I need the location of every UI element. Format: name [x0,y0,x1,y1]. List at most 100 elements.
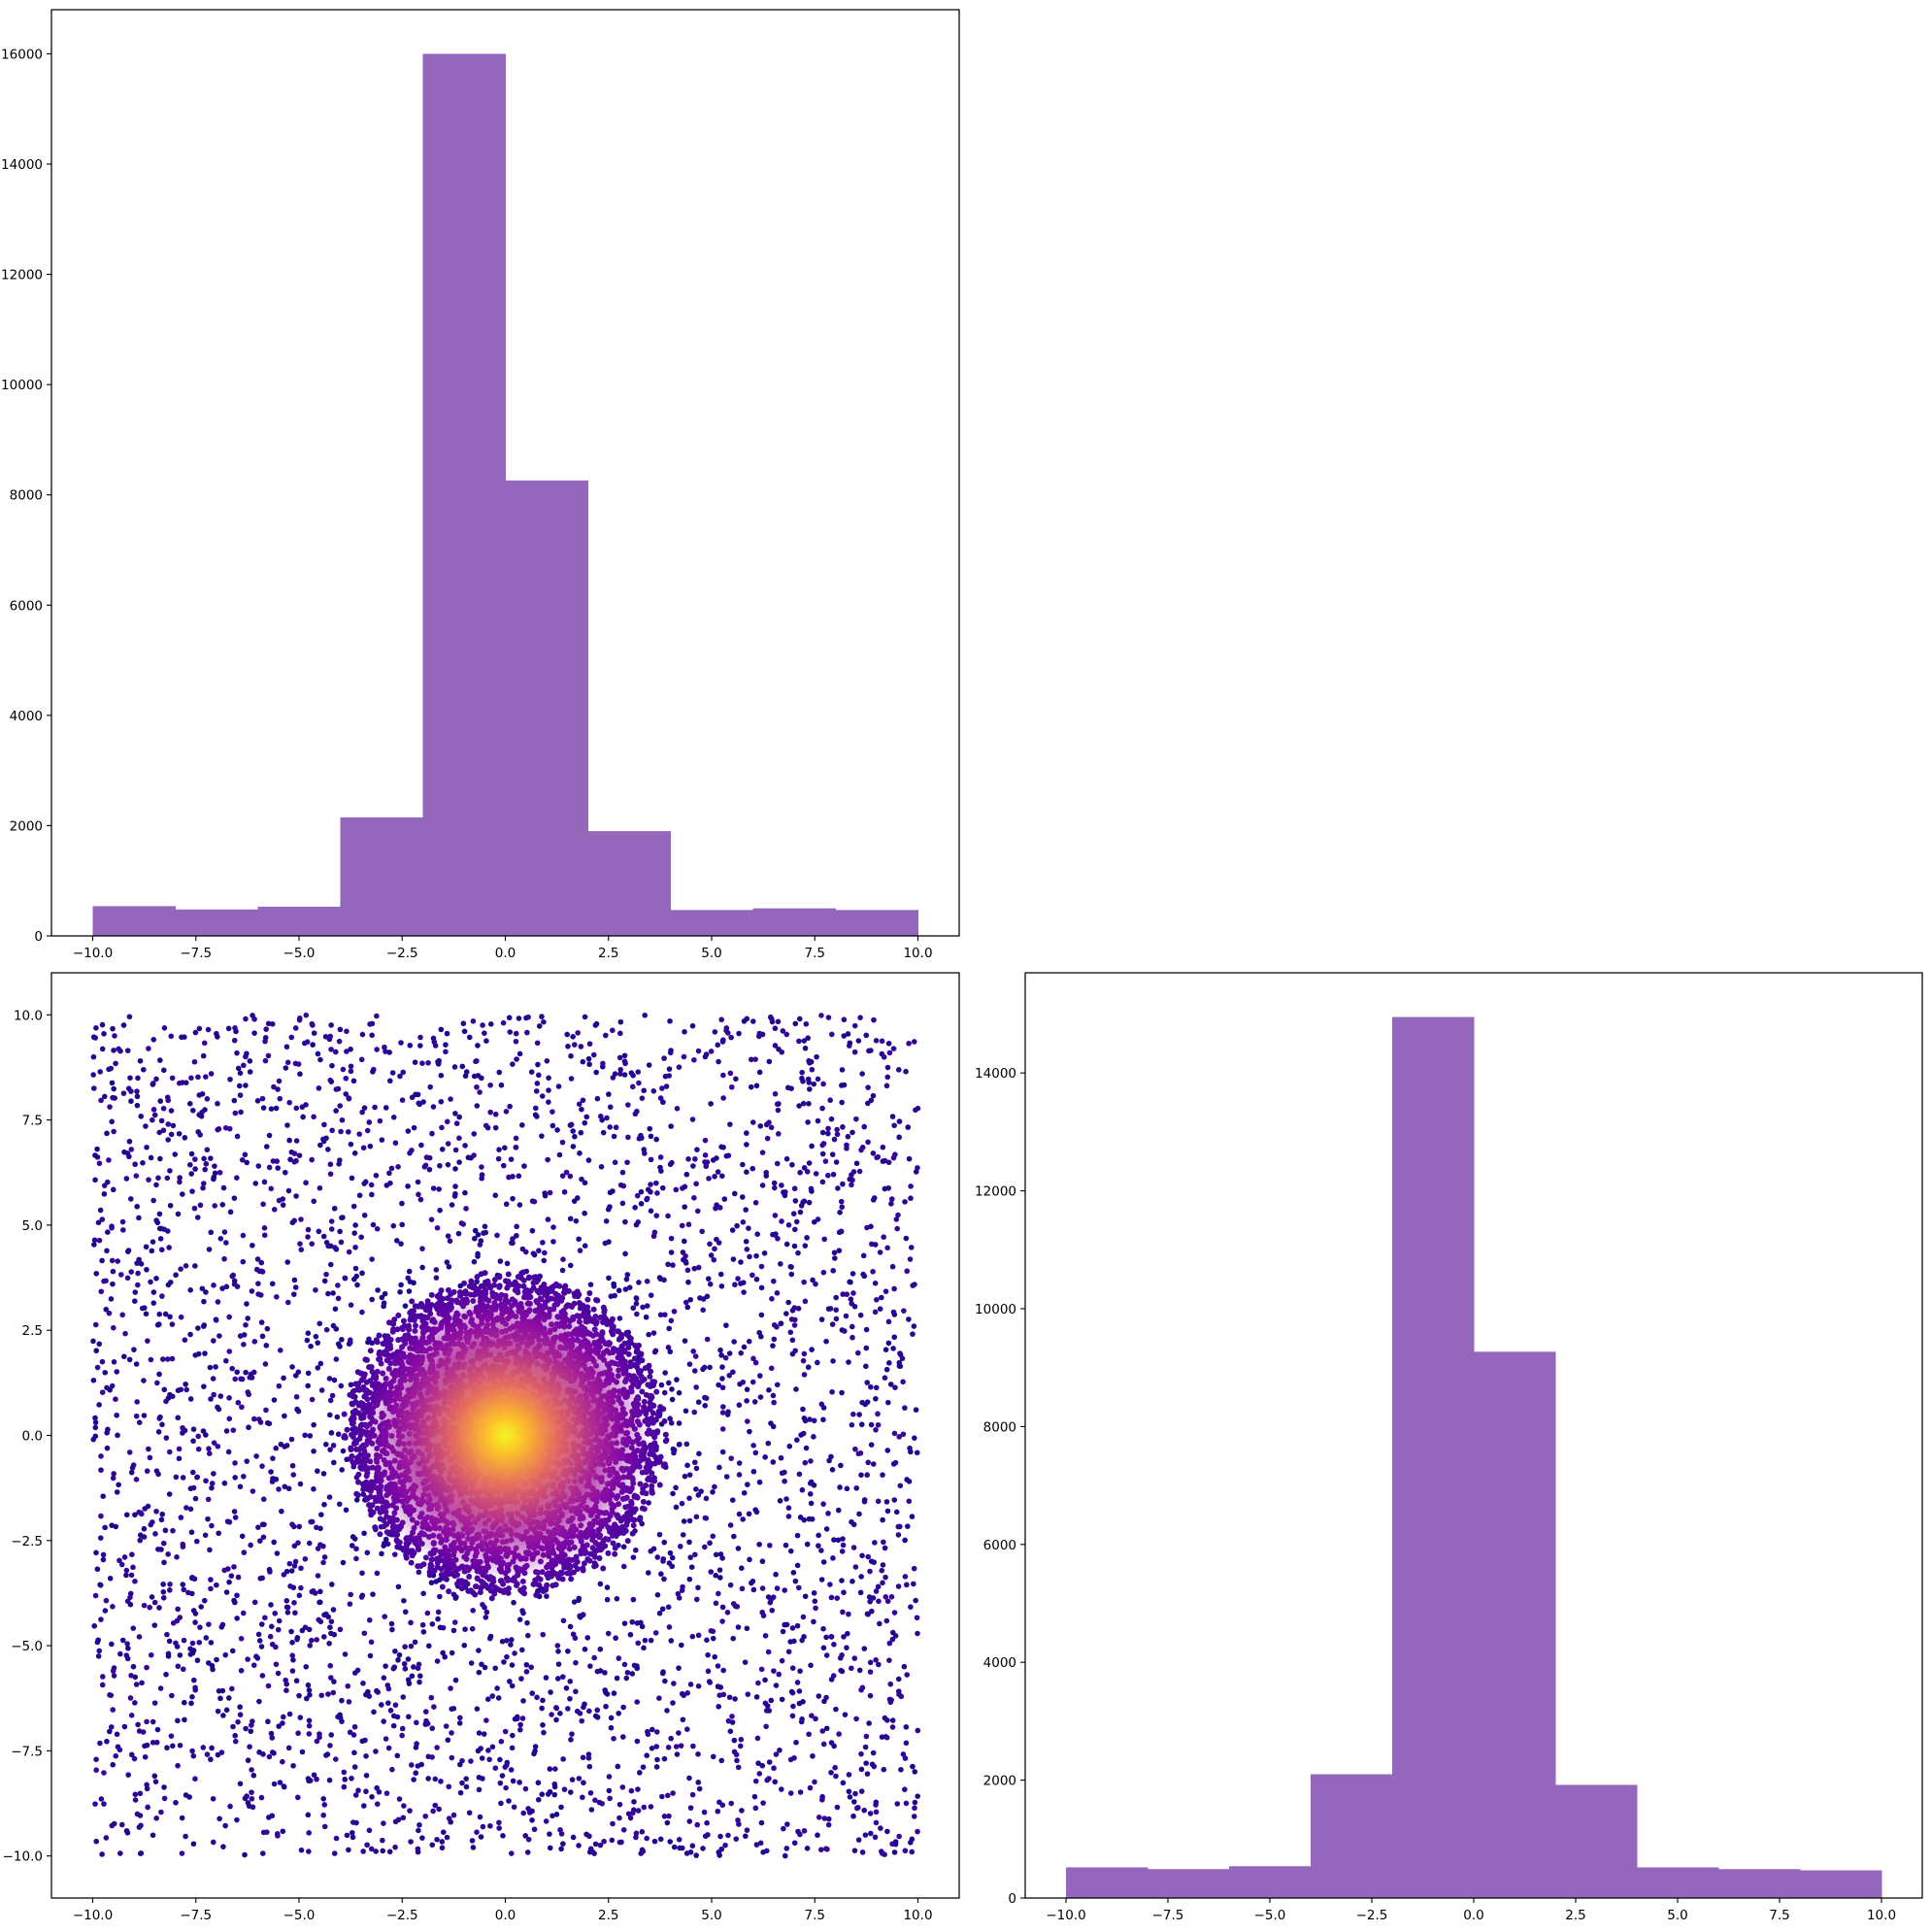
scatter-point [500,1019,507,1026]
scatter-point [363,1753,369,1759]
scatter-point [443,1049,449,1055]
scatter-point [247,1069,253,1075]
scatter-point [113,1060,118,1067]
scatter-point [90,1338,96,1345]
scatter-point [746,1225,751,1231]
scatter-point [135,1075,141,1082]
scatter-point [825,1172,831,1179]
scatter-point [244,1301,250,1307]
scatter-point [582,1701,587,1708]
scatter-point [389,1328,396,1335]
scatter-point [581,1780,586,1786]
scatter-point [444,1118,450,1125]
scatter-point [753,1694,760,1700]
scatter-point [686,1818,693,1824]
scatter-point [739,1194,746,1200]
scatter-point [456,1114,462,1120]
scatter-point [249,1789,254,1795]
scatter-point [678,1743,684,1749]
scatter-point [342,1651,349,1657]
scatter-point [169,1075,176,1082]
scatter-point [891,1497,898,1503]
scatter-point [864,1771,871,1777]
scatter-point [785,1514,792,1519]
scatter-point [127,1196,134,1202]
scatter-point [353,1546,359,1552]
scatter-point [516,1780,522,1785]
scatter-point [695,1751,701,1757]
scatter-point [486,1756,492,1763]
scatter-point [883,1083,890,1089]
scatter-point [149,1248,155,1254]
scatter-point [870,1092,877,1099]
scatter-point [868,1830,874,1837]
scatter-point [179,1815,185,1821]
scatter-point [315,1050,321,1057]
scatter-point [185,1589,191,1596]
scatter-point [327,1171,334,1178]
scatter-point [789,1161,795,1168]
scatter-point [533,1592,540,1599]
scatter-point [856,1511,862,1517]
scatter-point [338,1382,345,1389]
scatter-point [175,1717,181,1724]
scatter-point [352,1792,359,1798]
scatter-point [132,1289,139,1295]
scatter-point [702,1833,709,1840]
x-tick-label: −5.0 [283,946,316,961]
scatter-point [884,1828,890,1835]
scatter-point [662,1073,669,1080]
scatter-point [287,1156,293,1163]
scatter-point [489,1693,496,1699]
scatter-point [665,1261,671,1268]
scatter-point [104,1384,110,1391]
scatter-point [349,1175,355,1182]
scatter-point [733,1836,740,1842]
scatter-point [401,1597,407,1604]
scatter-point [117,1850,123,1856]
scatter-point [656,1482,663,1488]
scatter-point [891,1312,898,1317]
scatter-point [895,1212,901,1218]
scatter-point [775,1131,782,1137]
histogram-top-left: −10.0 −7.5 −5.0 −2.5 0.0 2.5 5.0 7.5 10.00200040… [1,9,960,961]
scatter-point [913,1407,919,1414]
scatter-point [132,1791,139,1798]
scatter-point [436,1806,442,1813]
scatter-point [624,1669,631,1676]
scatter-point [804,1846,811,1851]
scatter-point [828,1677,835,1682]
scatter-point [395,1164,401,1170]
scatter-point [796,1471,803,1478]
scatter-point [289,1521,295,1527]
scatter-point [670,1490,676,1497]
scatter-point [101,1770,107,1776]
scatter-point [834,1131,841,1138]
scatter-point [517,1726,523,1733]
scatter-point [192,1263,198,1269]
scatter-point [816,1815,822,1820]
scatter-point [141,1525,148,1532]
scatter-point [676,1665,682,1671]
scatter-point [402,1609,409,1616]
scatter-point [216,1815,222,1822]
scatter-point [191,1058,198,1065]
scatter-point [858,1766,865,1773]
scatter-point [409,1762,415,1768]
scatter-point [134,1102,141,1109]
scatter-point [110,1268,117,1275]
scatter-point [508,1156,515,1162]
scatter-point [245,1656,250,1662]
scatter-point [123,1652,130,1658]
scatter-point [296,1592,303,1599]
scatter-point [738,1259,744,1265]
scatter-point [336,1161,342,1167]
scatter-point [912,1799,918,1806]
scatter-point [702,1152,709,1158]
scatter-point [201,1155,207,1162]
scatter-point [305,1370,312,1377]
scatter-point [250,1804,256,1811]
scatter-point [332,1306,339,1313]
scatter-point [549,1582,556,1589]
scatter-point [158,1117,165,1124]
